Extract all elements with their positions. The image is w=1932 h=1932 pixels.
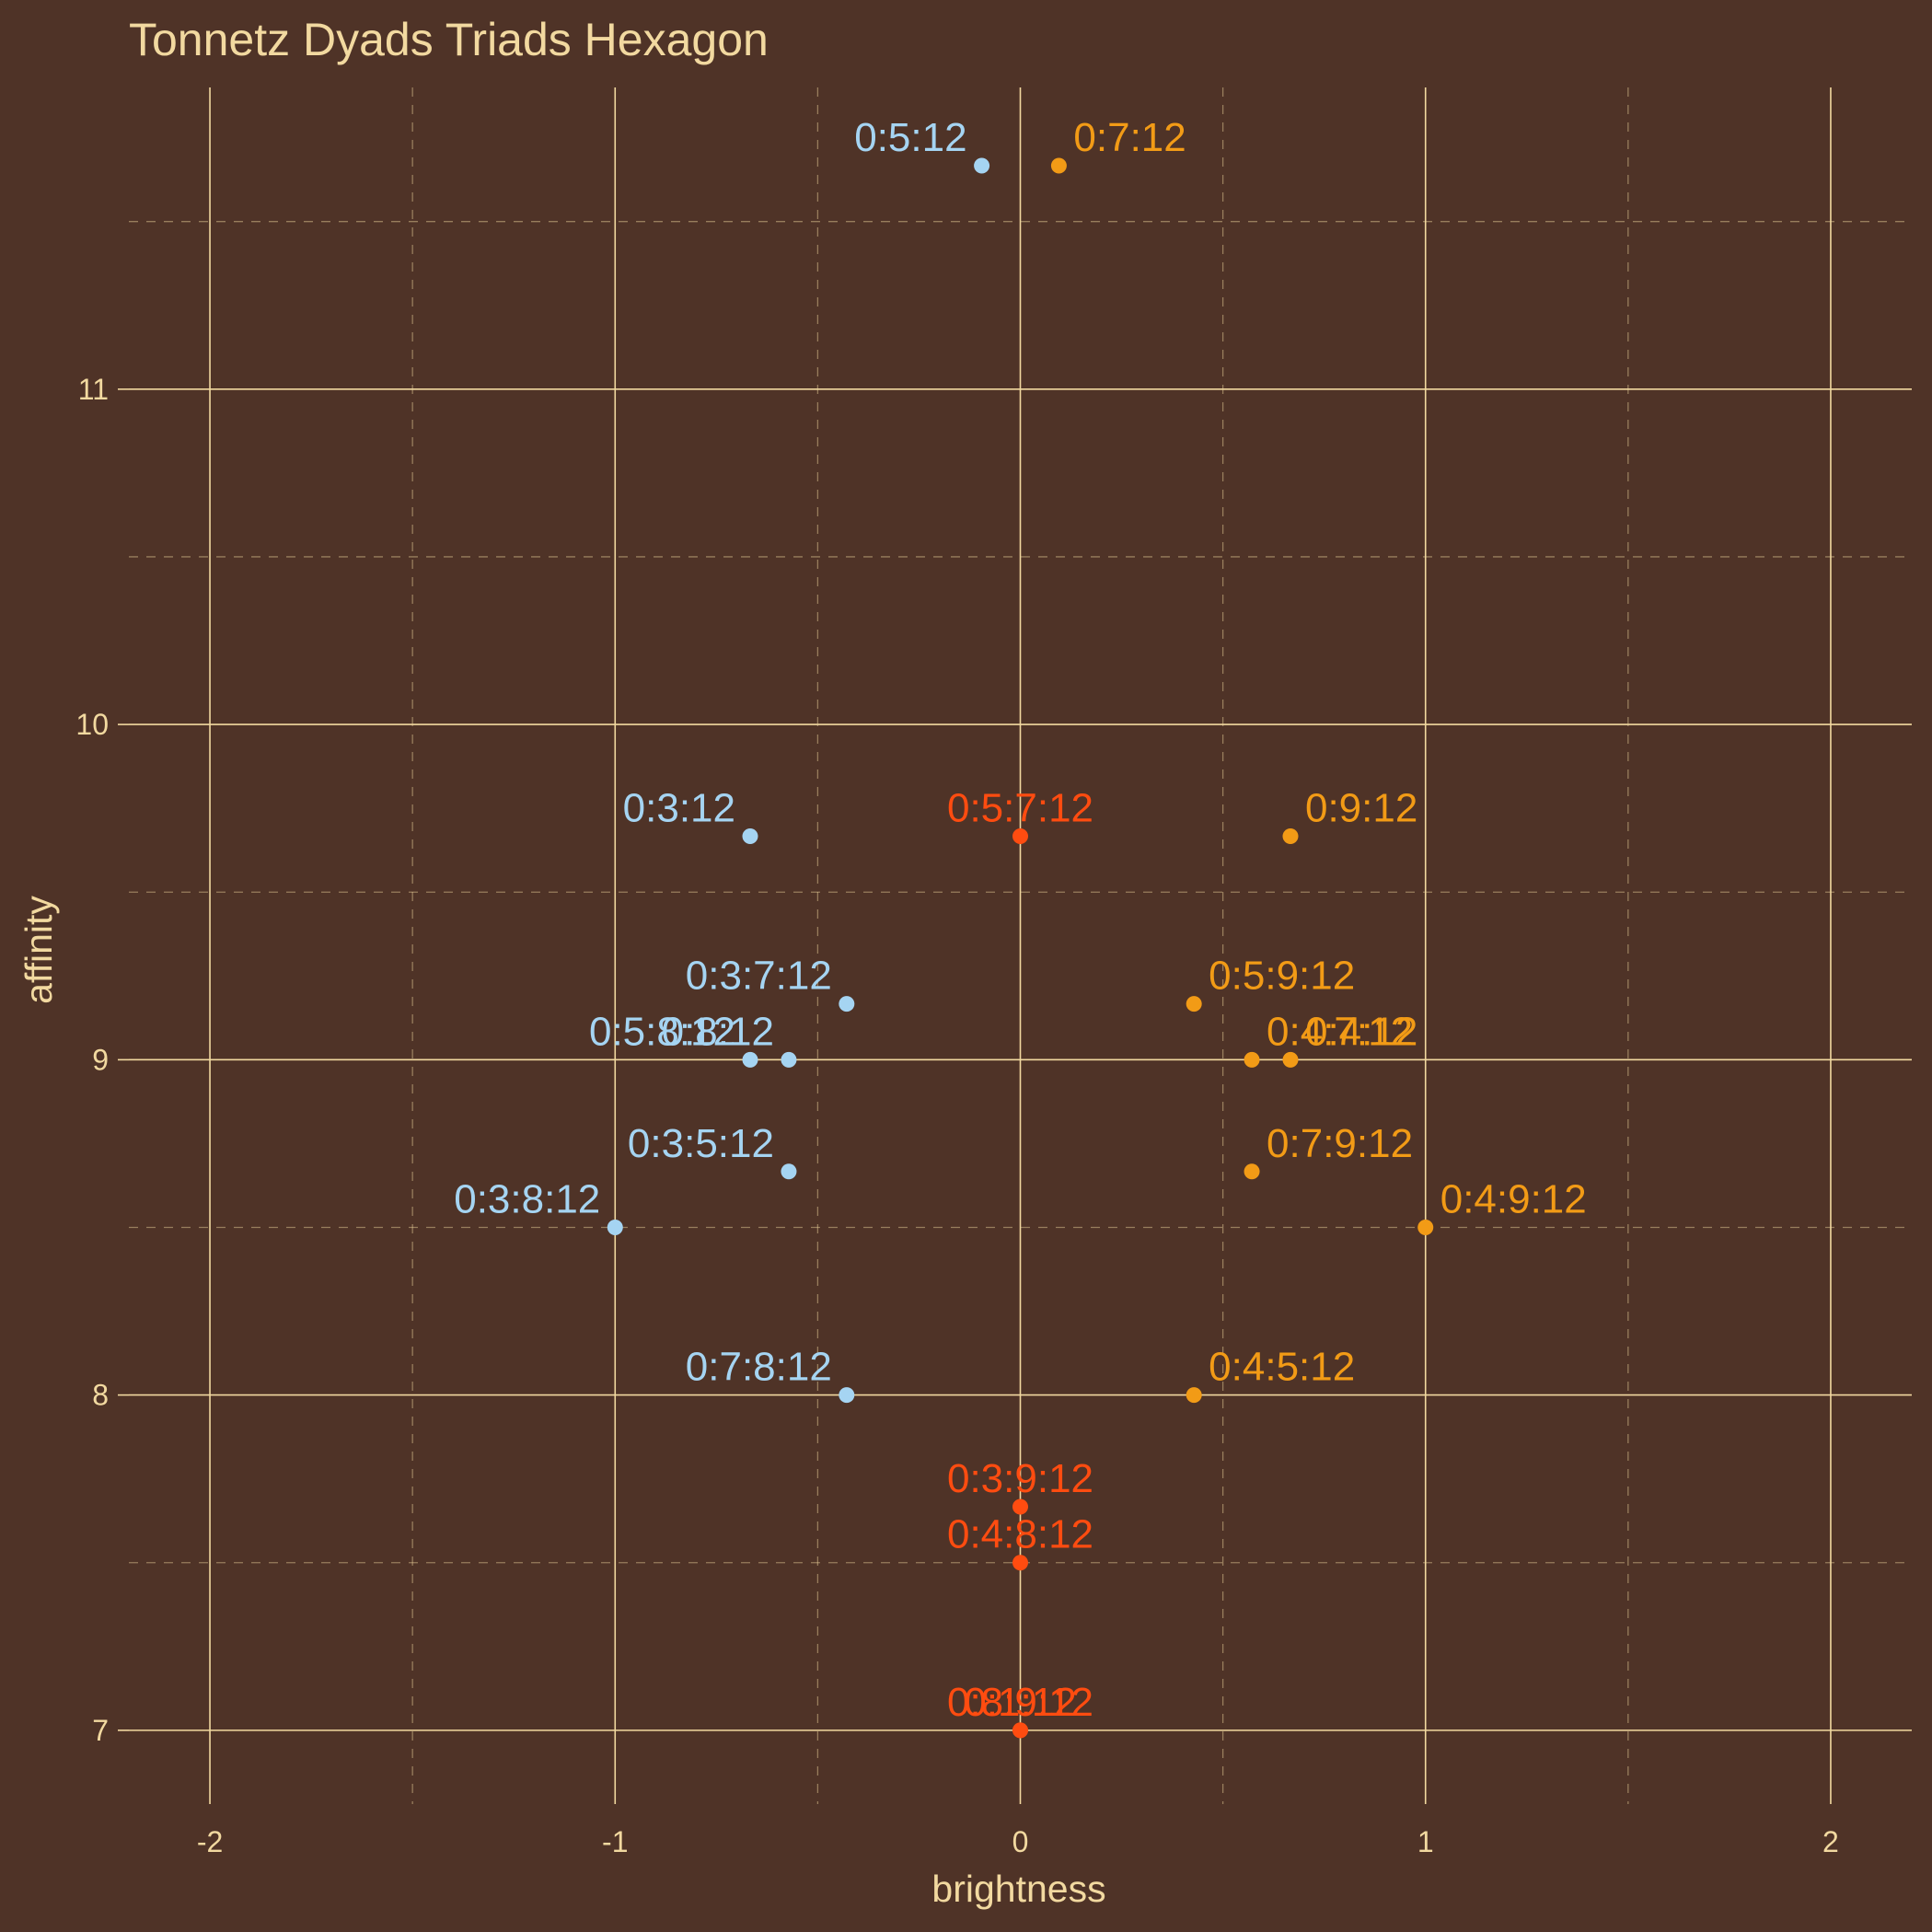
point-label: 0:8:12	[662, 1009, 774, 1054]
data-point	[1012, 827, 1028, 844]
point-label: 0:9:12	[1305, 785, 1417, 830]
point-label: 0:4:8:12	[947, 1512, 1093, 1557]
x-axis-title: brightness	[931, 1868, 1105, 1910]
y-tick-label: 8	[92, 1379, 109, 1412]
y-tick-label: 7	[92, 1714, 109, 1747]
data-point	[1244, 1051, 1260, 1068]
point-label: 0:3:7:12	[686, 954, 832, 999]
point-label: 0:4:7:12	[1267, 1009, 1413, 1054]
point-label: 0:5:7:12	[947, 785, 1093, 830]
data-point	[1282, 1051, 1299, 1068]
data-point	[839, 996, 855, 1012]
point-label: 0:4:9:12	[1440, 1176, 1587, 1221]
point-label: 0:3:8:12	[454, 1176, 600, 1221]
data-point	[1244, 1163, 1260, 1180]
data-point	[1417, 1219, 1434, 1235]
x-tick-label: -2	[197, 1825, 223, 1858]
point-label: 0:3:5:12	[628, 1121, 774, 1166]
y-tick-label: 11	[78, 373, 109, 406]
point-label: 0:7:12	[1073, 115, 1186, 160]
minor-gridlines	[129, 87, 1912, 1804]
x-tick-label: 0	[1012, 1825, 1029, 1858]
y-axis-tick-labels: 7 8 9 10 11	[75, 373, 109, 1747]
point-label: 0:3:12	[623, 785, 735, 830]
data-point	[1012, 1722, 1028, 1739]
point-label: 0:7:8:12	[686, 1345, 832, 1390]
y-tick-label: 10	[75, 708, 109, 741]
x-axis-tick-labels: -2 -1 0 1 2	[197, 1825, 1839, 1858]
y-tick-label: 9	[92, 1043, 109, 1076]
x-tick-label: 1	[1417, 1825, 1434, 1858]
data-point	[974, 157, 990, 174]
point-label: 0:3:9:12	[947, 1456, 1093, 1501]
data-point	[742, 1051, 758, 1068]
data-point	[839, 1387, 855, 1404]
data-point	[1012, 1498, 1028, 1515]
chart-title: Tonnetz Dyads Triads Hexagon	[129, 14, 769, 65]
point-labels: 0:5:12 0:7:12 0:3:12 0:5:7:12 0:9:12 0:3:7:12…	[454, 115, 1587, 1725]
point-label: 0:1:12	[964, 1680, 1076, 1725]
x-tick-label: 2	[1822, 1825, 1839, 1858]
x-tick-label: -1	[602, 1825, 628, 1858]
data-point	[781, 1163, 797, 1180]
point-label: 0:5:12	[854, 115, 966, 160]
data-point	[1186, 1387, 1202, 1404]
data-point	[1282, 827, 1299, 844]
data-point	[1050, 157, 1067, 174]
data-point	[607, 1219, 623, 1235]
data-point	[781, 1051, 797, 1068]
data-points	[607, 157, 1434, 1739]
data-point	[1012, 1555, 1028, 1571]
point-label: 0:5:8:12	[589, 1009, 735, 1054]
point-label: 0:4:5:12	[1209, 1345, 1355, 1390]
data-point	[1186, 996, 1202, 1012]
point-label: 0:4:12	[1305, 1009, 1417, 1054]
point-label: 0:7:9:12	[1267, 1121, 1413, 1166]
point-label: 0:8:9:12	[947, 1680, 1093, 1725]
major-gridlines	[118, 87, 1912, 1804]
y-axis-title: affinity	[17, 896, 60, 1004]
point-label: 0:5:9:12	[1209, 954, 1355, 999]
data-point	[742, 827, 758, 844]
